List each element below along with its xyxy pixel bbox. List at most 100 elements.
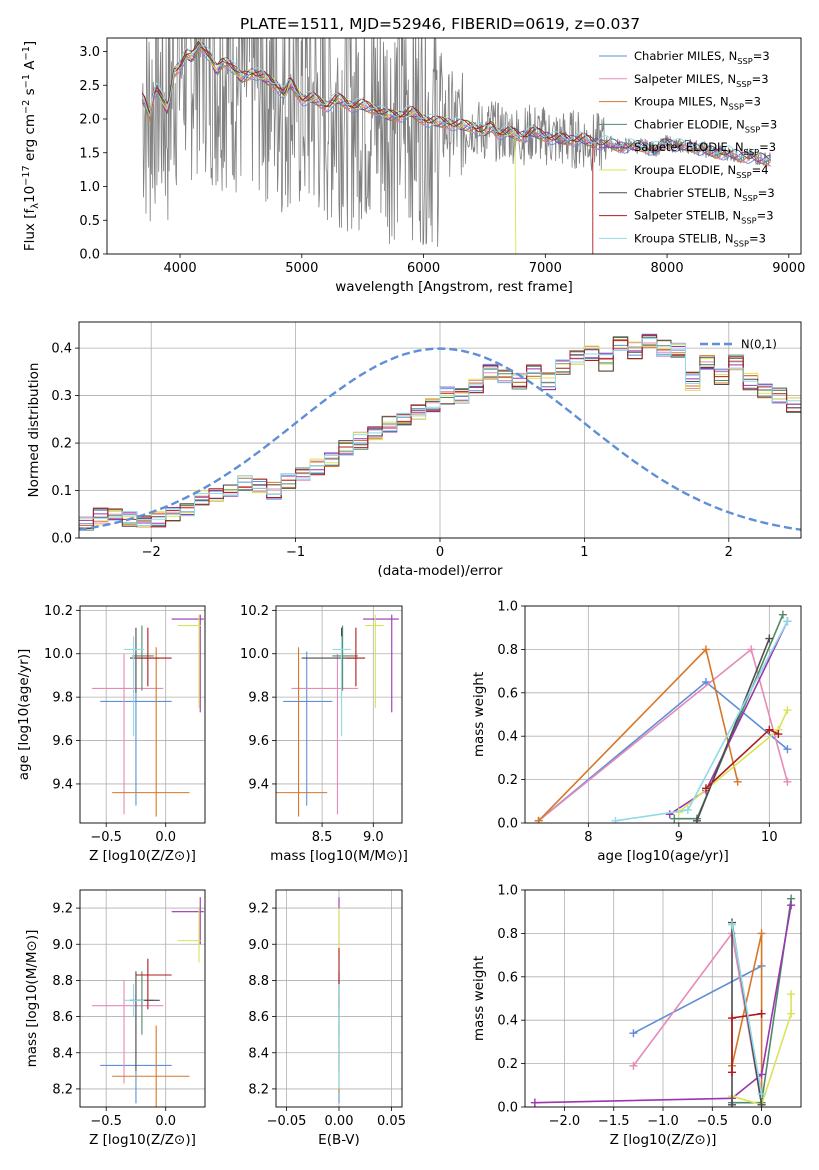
x-tick-label: 0 xyxy=(436,545,444,560)
x-tick-label: 0.0 xyxy=(751,1114,772,1129)
y-tick-label: 1.0 xyxy=(497,600,518,615)
model-spectrum-line xyxy=(141,49,771,167)
x-tick-label: 0.0 xyxy=(155,1114,176,1129)
y-tick-label: 9.6 xyxy=(248,734,269,749)
legend-label: N(0,1) xyxy=(741,337,777,351)
x-tick-label: 8 xyxy=(584,830,592,845)
mass-ebv-panel: −0.05 0.00 0.05 8.2 8.4 8.6 8.8 9.0 9.2 E(B-V) xyxy=(248,889,406,1148)
weight-line xyxy=(731,994,792,1106)
x-tick-label: 8000 xyxy=(651,261,684,276)
x-tick-label: −0.5 xyxy=(696,1114,728,1129)
weight-point-marker xyxy=(665,810,674,819)
y-axis-label: age [log10(age/yr)] xyxy=(16,649,32,781)
y-tick-label: 2.5 xyxy=(79,79,100,94)
x-tick-label: −1.5 xyxy=(598,1114,630,1129)
weight-point-marker xyxy=(757,929,766,938)
x-tick-label: 0.05 xyxy=(377,1114,406,1129)
y-tick-label: 9.6 xyxy=(52,734,73,749)
y-tick-label: 9.0 xyxy=(52,938,73,953)
model-spectrum-line xyxy=(141,43,594,254)
model-spectrum-line xyxy=(142,41,771,163)
y-tick-label: 9.8 xyxy=(248,691,269,706)
weight-point-marker xyxy=(728,1014,736,1023)
weight-z-plot-area xyxy=(530,894,796,1107)
weight-point-marker xyxy=(783,777,792,786)
legend-label: Chabrier MILES, NSSP=3 xyxy=(634,49,770,66)
y-tick-label: 8.4 xyxy=(248,1046,269,1061)
y-tick-label: 10.2 xyxy=(240,604,269,619)
y-tick-label: 10.0 xyxy=(240,647,269,662)
x-axis-label: Z [log10(Z/Z⊙)] xyxy=(89,848,196,864)
weight-point-marker xyxy=(701,645,710,654)
x-tick-label: −0.05 xyxy=(267,1114,307,1129)
weight-point-marker xyxy=(783,617,792,626)
legend-label: Salpeter ELODIE, NSSP=3 xyxy=(634,140,776,157)
x-axis-label: E(B-V) xyxy=(318,1132,360,1148)
weight-age-plot-area xyxy=(534,610,792,823)
weight-age-panel: 8 9 10 0.0 0.2 0.4 0.6 0.8 1.0 age [log10(age/yr)… xyxy=(471,600,802,864)
axes-frame xyxy=(275,889,403,1108)
x-tick-label: −1 xyxy=(286,545,305,560)
y-tick-label: 0.5 xyxy=(79,214,100,229)
x-tick-label: 8.5 xyxy=(312,830,333,845)
x-axis-label: (data-model)/error xyxy=(377,563,503,579)
y-tick-label: 0.2 xyxy=(51,437,72,452)
legend-label: Chabrier ELODIE, NSSP=3 xyxy=(634,117,777,134)
legend-label: Kroupa MILES, NSSP=3 xyxy=(634,95,761,112)
weight-point-marker xyxy=(747,645,756,654)
x-tick-label: 9.0 xyxy=(363,830,384,845)
y-axis-label: Normed distribution xyxy=(26,363,42,498)
x-tick-label: −1.0 xyxy=(647,1114,679,1129)
y-tick-label: 8.6 xyxy=(52,1010,73,1025)
weight-point-marker xyxy=(757,1009,766,1018)
age-mass-plot-area xyxy=(276,614,399,817)
y-axis-label: mass weight xyxy=(471,956,487,1041)
model-spectrum-line xyxy=(141,48,771,166)
mass-z-panel: −0.5 0.0 8.2 8.4 8.6 8.8 9.0 9.2 Z [log10(Z/Z⊙)]… xyxy=(24,889,206,1148)
weight-point-marker xyxy=(629,1029,638,1038)
x-tick-label: 9000 xyxy=(772,261,805,276)
figure-title: PLATE=1511, MJD=52946, FIBERID=0619, z=0… xyxy=(240,15,640,33)
y-tick-label: 0.8 xyxy=(497,643,518,658)
y-tick-label: 0.1 xyxy=(51,484,72,499)
y-tick-label: 9.2 xyxy=(248,902,269,917)
weight-z-panel: −2.0 −1.5 −1.0 −0.5 0.0 0.0 0.2 0.4 0.6 0.8 1.0 Z [… xyxy=(471,884,802,1148)
weight-point-marker xyxy=(765,634,774,643)
x-tick-label: 5000 xyxy=(285,261,318,276)
weight-point-marker xyxy=(670,814,679,823)
y-tick-label: 8.4 xyxy=(52,1046,73,1061)
y-tick-label: 9.8 xyxy=(52,691,73,706)
weight-point-marker xyxy=(757,1100,766,1107)
y-tick-label: 8.6 xyxy=(248,1010,269,1025)
model-spectrum-line xyxy=(141,40,771,161)
x-tick-label: 0.0 xyxy=(155,830,176,845)
weight-point-marker xyxy=(765,725,774,734)
x-tick-label: 7000 xyxy=(529,261,562,276)
mass-z-plot-area xyxy=(91,897,204,1107)
age-z-plot-area xyxy=(91,614,204,817)
y-tick-label: 10.2 xyxy=(44,604,73,619)
y-tick-label: 9.0 xyxy=(248,938,269,953)
weight-point-marker xyxy=(733,777,742,786)
y-tick-label: 0.0 xyxy=(51,532,72,547)
y-axis-label: Flux [fλ10−17 erg cm−2 s−1 A−1] xyxy=(21,41,41,251)
axes-frame xyxy=(78,321,802,539)
weight-point-marker xyxy=(783,745,792,754)
x-tick-label: −0.5 xyxy=(90,830,122,845)
x-axis-label: wavelength [Angstrom, rest frame] xyxy=(335,279,573,295)
x-tick-label: −2.0 xyxy=(549,1114,581,1129)
x-tick-label: 4000 xyxy=(164,261,197,276)
weight-point-marker xyxy=(701,677,710,686)
axes-frame xyxy=(524,889,802,1108)
weight-point-marker xyxy=(728,920,736,929)
weight-point-marker xyxy=(683,805,692,814)
y-tick-label: 9.2 xyxy=(52,902,73,917)
histogram-step-line xyxy=(79,338,801,538)
y-tick-label: 0.2 xyxy=(497,1057,518,1072)
x-axis-label: age [log10(age/yr)] xyxy=(597,848,729,864)
weight-point-marker xyxy=(757,1089,766,1098)
y-tick-label: 0.4 xyxy=(51,342,72,357)
y-tick-label: 0.0 xyxy=(497,1101,518,1116)
weight-line xyxy=(696,638,771,822)
y-tick-label: 1.5 xyxy=(79,146,100,161)
